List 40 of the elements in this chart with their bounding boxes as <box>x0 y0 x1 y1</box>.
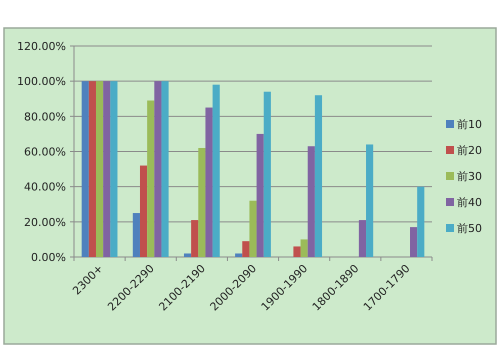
bar <box>132 213 140 257</box>
bar <box>205 108 213 257</box>
bar <box>140 166 148 257</box>
bar <box>242 241 250 257</box>
bar <box>256 134 264 257</box>
bar <box>161 81 169 257</box>
y-tick-label: 120.00% <box>17 40 66 53</box>
legend-label: 前40 <box>457 196 482 209</box>
bar <box>110 81 118 257</box>
legend-label: 前30 <box>457 170 482 183</box>
bar <box>358 220 366 257</box>
bar <box>308 146 315 257</box>
bar <box>147 100 154 257</box>
y-tick-label: 20.00% <box>24 216 66 229</box>
y-tick-label: 80.00% <box>24 110 66 124</box>
legend-label: 前20 <box>457 144 482 157</box>
bar <box>293 246 301 257</box>
bar <box>410 227 418 257</box>
y-tick-label: 0.00% <box>31 251 66 264</box>
bar <box>191 220 198 257</box>
bar <box>103 81 110 257</box>
bar <box>88 81 96 257</box>
bar <box>314 95 322 257</box>
legend-label: 前50 <box>457 222 482 235</box>
bar <box>96 81 104 257</box>
y-tick-label: 100.00% <box>17 75 66 88</box>
bar <box>154 81 162 257</box>
y-tick-label: 40.00% <box>24 180 66 194</box>
bar <box>82 81 89 257</box>
bar <box>417 186 424 257</box>
bar <box>198 148 206 257</box>
bar <box>366 144 374 257</box>
bar <box>249 200 257 257</box>
legend-label: 前10 <box>457 118 482 131</box>
bar <box>212 84 220 257</box>
bar <box>184 253 192 257</box>
bar <box>300 239 308 257</box>
bar <box>264 92 271 257</box>
y-tick-label: 60.00% <box>24 146 66 158</box>
bar <box>235 253 242 257</box>
